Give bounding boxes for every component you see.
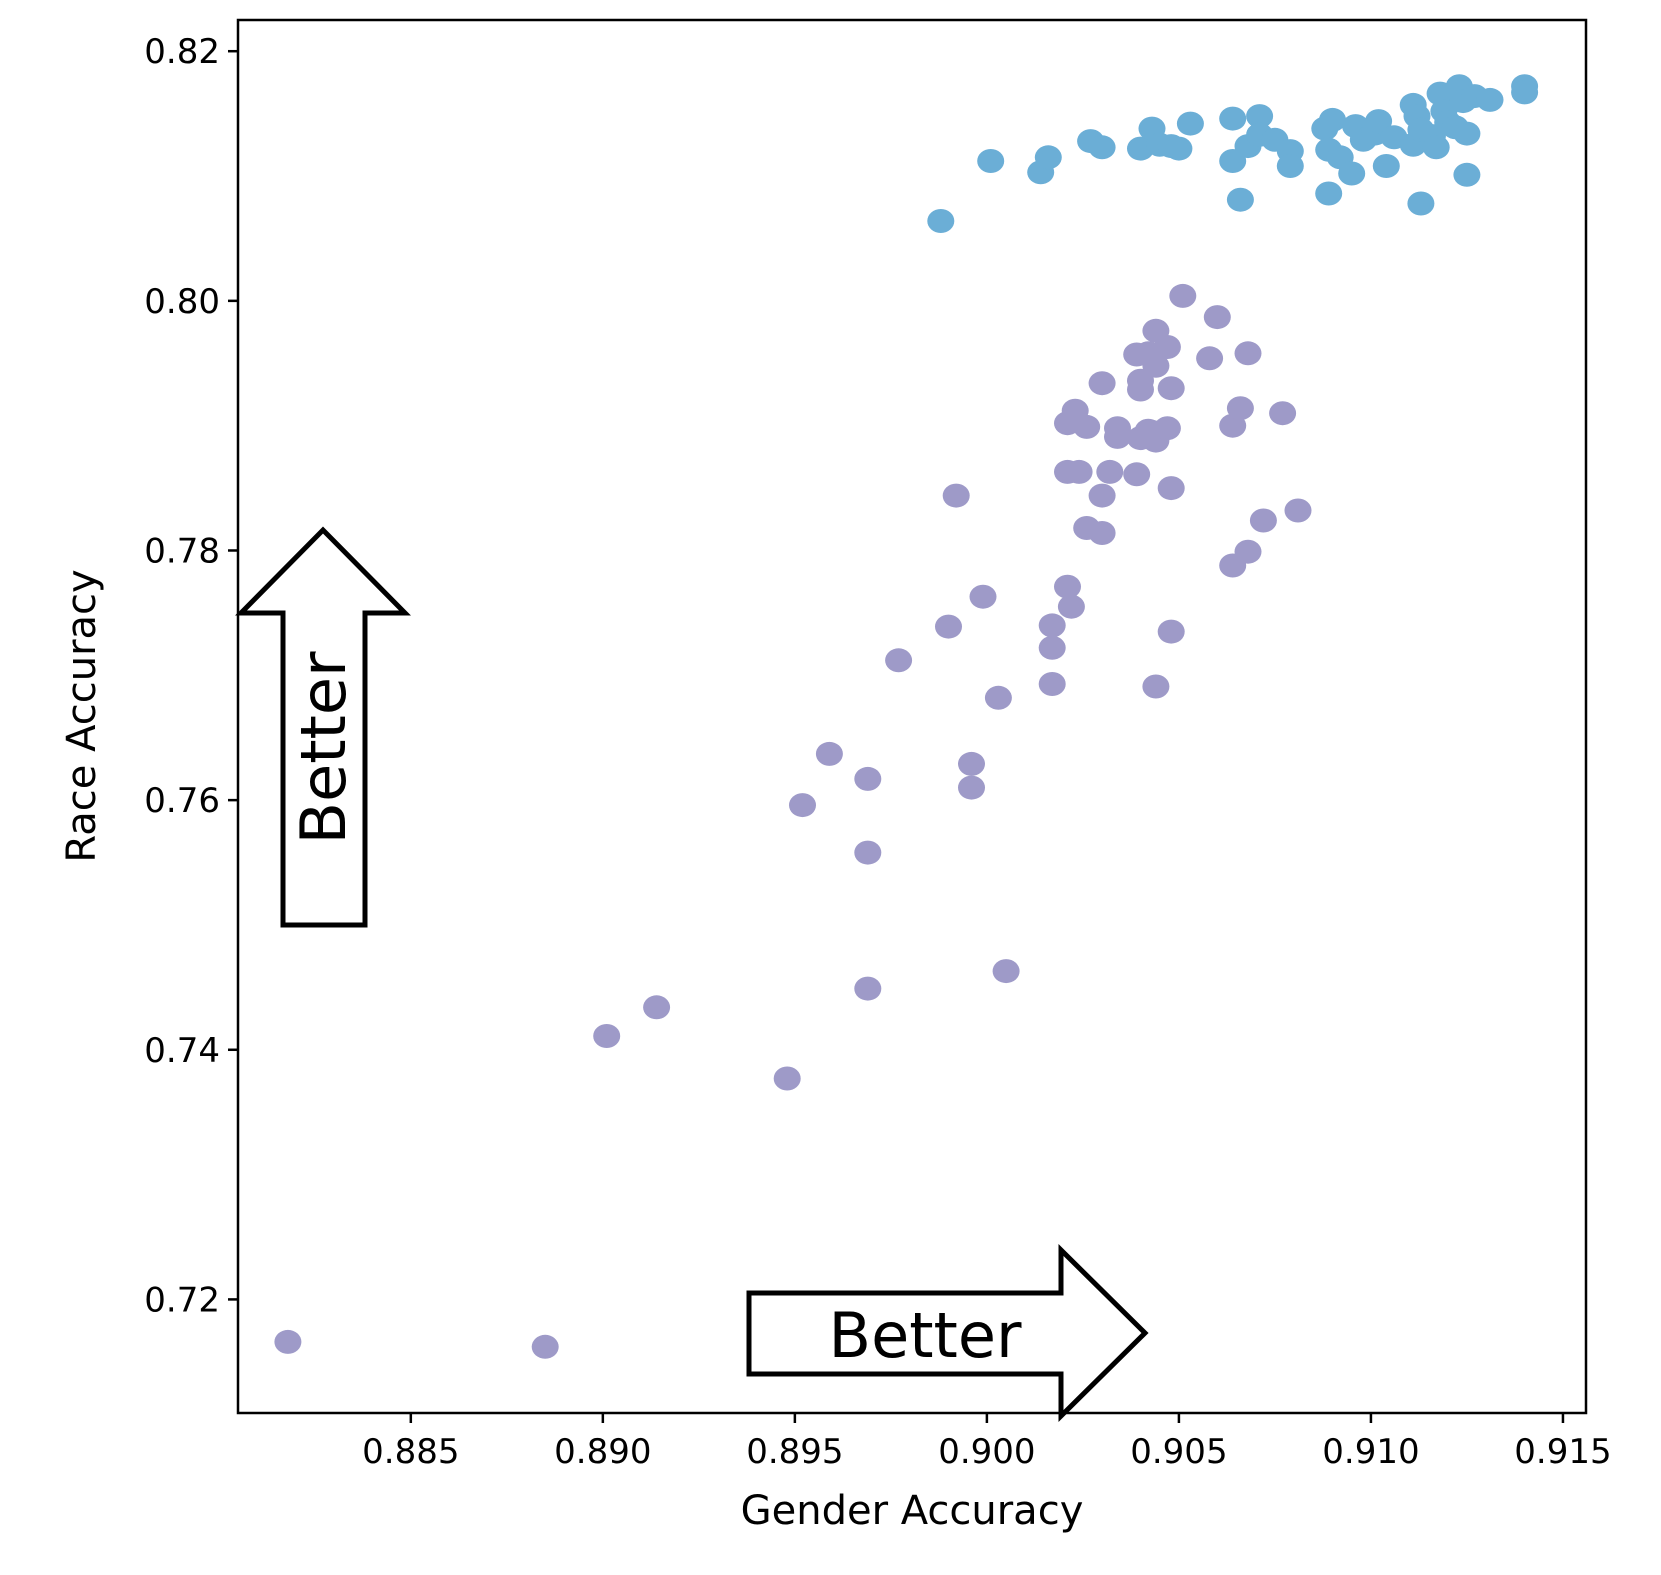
- data-point-series-1: [1511, 80, 1539, 105]
- y-tick-label: 0.72: [144, 1280, 220, 1320]
- data-point-series-2: [969, 584, 997, 609]
- x-tick-label: 0.885: [362, 1432, 459, 1472]
- data-point-series-2: [854, 840, 882, 865]
- data-point-series-2: [1088, 371, 1116, 396]
- data-point-series-2: [1153, 416, 1181, 441]
- data-point-series-2: [1096, 459, 1124, 484]
- data-point-series-2: [854, 976, 882, 1001]
- x-axis-ticks: 0.885 0.890 0.895 0.900 0.905 0.910 0.915: [362, 1413, 1612, 1472]
- data-point-series-1: [1453, 162, 1481, 187]
- y-tick-label: 0.76: [144, 781, 220, 821]
- data-point-series-2: [1203, 305, 1231, 330]
- data-point-series-2: [1057, 594, 1085, 619]
- data-point-series-2: [992, 959, 1020, 984]
- better-up-label: Better: [287, 651, 360, 844]
- data-point-series-1: [1453, 121, 1481, 146]
- data-point-series-1: [1338, 161, 1366, 186]
- data-point-series-2: [1038, 635, 1066, 660]
- data-point-series-1: [1176, 111, 1204, 136]
- data-point-series-2: [274, 1329, 302, 1354]
- data-point-series-2: [1038, 672, 1066, 696]
- data-point-series-1: [1165, 136, 1193, 161]
- data-point-series-2: [1065, 459, 1093, 484]
- data-point-series-1: [977, 149, 1005, 173]
- data-point-series-1: [1476, 87, 1504, 112]
- x-tick-label: 0.895: [746, 1432, 843, 1472]
- data-point-series-1: [1246, 104, 1274, 129]
- data-point-series-2: [593, 1024, 621, 1048]
- data-point-series-1: [1034, 145, 1062, 170]
- data-point-series-1: [1372, 154, 1400, 178]
- data-point-series-2: [1196, 346, 1224, 371]
- data-point-series-1: [1088, 135, 1116, 160]
- data-point-series-2: [1142, 353, 1170, 378]
- data-point-series-1: [1407, 191, 1435, 216]
- data-point-series-2: [1157, 376, 1185, 401]
- data-point-series-2: [1249, 508, 1277, 533]
- data-point-series-2: [1226, 396, 1254, 421]
- data-point-series-2: [1269, 401, 1297, 426]
- data-point-series-2: [984, 685, 1012, 710]
- data-point-series-2: [1142, 674, 1170, 699]
- x-tick-label: 0.900: [938, 1432, 1035, 1472]
- data-point-series-1: [1365, 109, 1393, 134]
- better-right-label: Better: [829, 1299, 1022, 1372]
- y-tick-label: 0.74: [144, 1031, 220, 1071]
- data-point-series-1: [1219, 106, 1247, 131]
- x-tick-label: 0.910: [1322, 1432, 1419, 1472]
- x-tick-label: 0.915: [1514, 1432, 1611, 1472]
- data-point-series-2: [789, 793, 816, 818]
- data-point-series-1: [1422, 135, 1450, 160]
- data-point-series-2: [942, 483, 970, 508]
- data-point-series-2: [1088, 483, 1116, 508]
- data-point-series-2: [1038, 613, 1066, 638]
- y-tick-label: 0.82: [144, 32, 220, 72]
- data-point-series-1: [1276, 154, 1304, 178]
- data-point-series-2: [773, 1066, 801, 1091]
- data-point-series-1: [1315, 181, 1343, 206]
- data-point-series-2: [1284, 498, 1312, 523]
- data-point-series-2: [1073, 414, 1101, 439]
- x-axis-label: Gender Accuracy: [741, 1488, 1084, 1534]
- data-point-series-1: [927, 209, 955, 233]
- data-point-series-2: [1234, 539, 1262, 564]
- data-point-series-2: [935, 614, 962, 639]
- data-point-series-2: [1088, 521, 1116, 545]
- data-point-series-2: [815, 741, 843, 766]
- points-layer: [274, 74, 1539, 1359]
- data-point-series-2: [1127, 377, 1154, 402]
- data-point-series-2: [958, 775, 985, 800]
- x-tick-label: 0.890: [554, 1432, 651, 1472]
- data-point-series-1: [1319, 107, 1346, 132]
- data-point-series-2: [1157, 619, 1185, 644]
- data-point-series-2: [1104, 424, 1131, 449]
- better-arrow-up: Better: [235, 526, 411, 928]
- data-point-series-2: [643, 995, 671, 1020]
- y-tick-label: 0.80: [144, 282, 220, 322]
- data-point-series-2: [958, 751, 985, 776]
- data-point-series-2: [531, 1334, 559, 1359]
- data-point-series-1: [1226, 187, 1254, 212]
- plot-area-frame: [236, 18, 1588, 1415]
- y-axis-label: Race Accuracy: [59, 569, 105, 862]
- data-point-series-2: [885, 648, 913, 673]
- data-point-series-2: [1123, 462, 1151, 487]
- data-point-series-2: [1169, 283, 1197, 308]
- better-arrow-right: Better: [746, 1244, 1149, 1422]
- data-point-series-2: [1054, 574, 1081, 599]
- data-point-series-2: [1157, 476, 1185, 501]
- x-tick-label: 0.905: [1130, 1432, 1227, 1472]
- data-point-series-2: [854, 766, 882, 791]
- y-axis-ticks: 0.72 0.74 0.76 0.78 0.80 0.82: [144, 32, 238, 1320]
- data-point-series-2: [1153, 335, 1181, 359]
- y-tick-label: 0.78: [144, 531, 220, 571]
- data-point-series-2: [1234, 341, 1262, 366]
